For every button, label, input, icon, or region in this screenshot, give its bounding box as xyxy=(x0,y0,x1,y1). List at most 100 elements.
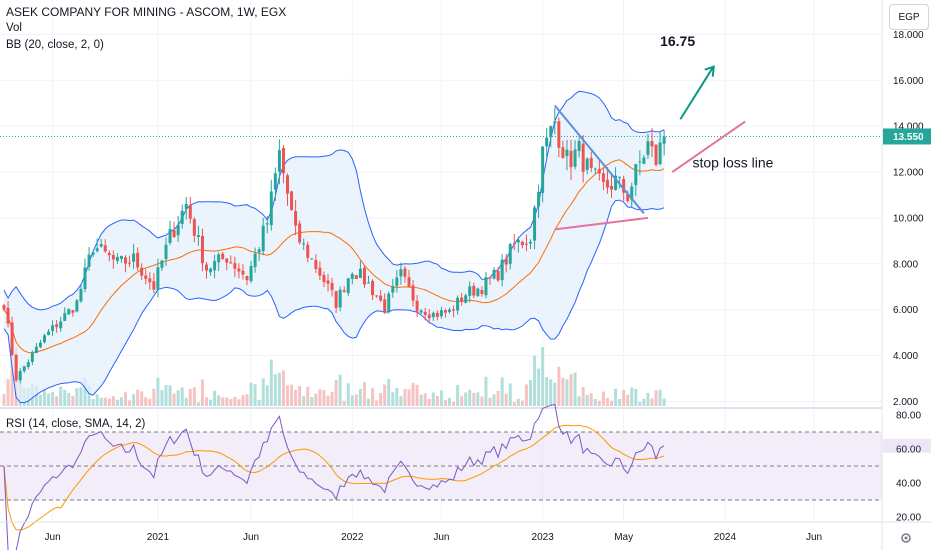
volume-bar xyxy=(593,399,597,406)
candle-body xyxy=(403,268,407,277)
candle xyxy=(26,359,30,370)
time-tick-label: 2023 xyxy=(532,532,555,543)
candle-body xyxy=(63,313,67,321)
candle-body xyxy=(290,191,294,210)
candle-body xyxy=(630,186,634,200)
volume-bar xyxy=(605,397,609,406)
price-tick-label: 16.000 xyxy=(893,76,924,87)
candle-body xyxy=(111,254,115,260)
candle xyxy=(553,107,557,135)
price-tick-label: 14.000 xyxy=(893,122,924,133)
candle xyxy=(512,234,516,251)
candle-body xyxy=(160,260,164,268)
candle xyxy=(520,240,524,249)
volume-bar xyxy=(658,389,662,406)
rsi-legend[interactable]: RSI (14, close, SMA, 14, 2) xyxy=(6,418,146,430)
candle xyxy=(524,234,528,252)
candle xyxy=(160,259,164,271)
volume-bar xyxy=(557,366,561,406)
symbol-legend[interactable]: ASEK COMPANY FOR MINING - ASCOM, 1W, EGX xyxy=(6,5,287,19)
volume-bar xyxy=(561,377,565,406)
candle-body xyxy=(91,252,95,255)
volume-bar xyxy=(217,395,221,406)
rsi-tick-label: 20.00 xyxy=(896,512,921,523)
candle xyxy=(6,301,10,328)
candle xyxy=(286,173,289,206)
candle-body xyxy=(281,148,285,174)
candle-body xyxy=(156,267,160,290)
candle xyxy=(601,167,605,191)
candle xyxy=(504,253,508,273)
volume-bar xyxy=(269,359,273,406)
candle-body xyxy=(26,362,30,367)
volume-bar xyxy=(642,398,646,406)
candle xyxy=(249,260,253,284)
volume-bar xyxy=(310,397,314,406)
volume-bar xyxy=(399,396,403,406)
volume-bar xyxy=(124,392,127,406)
volume-bar xyxy=(67,392,71,406)
candle xyxy=(379,289,383,303)
candle-body xyxy=(22,366,26,372)
candle-body xyxy=(601,173,605,182)
candle xyxy=(338,286,342,312)
volume-bar xyxy=(334,379,338,406)
candle xyxy=(529,239,532,250)
candle-body xyxy=(658,142,662,165)
candle-body xyxy=(614,175,618,190)
candle xyxy=(407,269,411,288)
volume-bar xyxy=(6,379,10,406)
candle xyxy=(638,150,642,176)
volume-bar xyxy=(330,391,334,406)
candle-body xyxy=(43,335,46,343)
candle-body xyxy=(196,235,200,237)
candle xyxy=(22,365,26,373)
candle-body xyxy=(136,252,140,268)
candle xyxy=(533,205,537,250)
volume-bar xyxy=(468,389,472,406)
candle-body xyxy=(83,267,87,290)
volume-legend[interactable]: Vol xyxy=(6,22,22,34)
candle-body xyxy=(512,243,516,245)
candle-body xyxy=(144,275,148,279)
candle-body xyxy=(529,241,532,244)
volume-bar xyxy=(241,394,245,406)
volume-bar xyxy=(257,399,261,406)
candle xyxy=(565,140,569,171)
candle-body xyxy=(399,269,403,277)
settings-gear-icon[interactable] xyxy=(901,533,911,543)
volume-bar xyxy=(597,400,601,406)
candle-body xyxy=(67,308,71,315)
volume-bar xyxy=(342,400,346,406)
candle-body xyxy=(168,229,172,243)
bollinger-legend[interactable]: BB (20, close, 2, 0) xyxy=(6,39,104,51)
candle xyxy=(618,176,622,189)
volume-bar xyxy=(55,396,59,406)
candle xyxy=(281,145,285,184)
volume-bar xyxy=(565,379,569,406)
candle xyxy=(144,269,148,285)
candle-body xyxy=(468,286,472,296)
candle-body xyxy=(2,305,6,310)
volume-bar xyxy=(650,398,654,406)
stop-loss-annotation: stop loss line xyxy=(693,154,774,170)
candle-body xyxy=(516,239,520,243)
candle xyxy=(350,272,354,285)
candle-body xyxy=(626,194,630,201)
candle-body xyxy=(472,285,476,296)
target-arrow-head xyxy=(704,65,715,77)
volume-bar xyxy=(427,398,431,406)
candle xyxy=(330,277,334,297)
volume-bar xyxy=(354,394,358,406)
currency-button[interactable]: EGP xyxy=(889,4,929,30)
candle xyxy=(334,290,338,313)
volume-bar xyxy=(549,379,553,406)
candle xyxy=(480,286,484,297)
volume-bar xyxy=(132,394,136,406)
volume-bar xyxy=(75,388,79,406)
volume-bar xyxy=(512,402,516,406)
volume-bar xyxy=(472,392,476,406)
candle xyxy=(225,258,229,271)
candle xyxy=(200,228,204,272)
